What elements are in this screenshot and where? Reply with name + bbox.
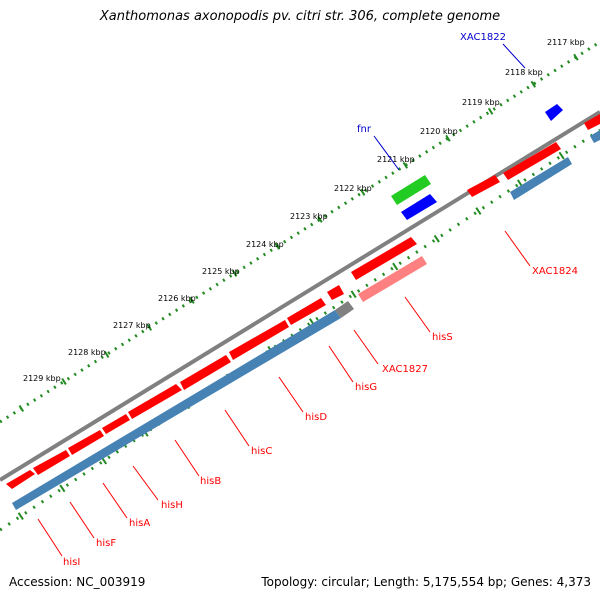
- gene-reverse-1: [12, 310, 341, 510]
- gene-forward-7: [229, 320, 289, 360]
- outer-major-tick-11: [487, 107, 494, 115]
- outer-major-tick-6: [274, 242, 281, 250]
- label-xac1822: XAC1822: [460, 32, 506, 43]
- gene-reverse-4: [590, 130, 600, 143]
- outer-major-tick-2: [103, 350, 110, 358]
- label-hisg: hisG: [355, 382, 377, 393]
- outer-major-tick-9: [402, 161, 409, 169]
- gene-reverse-2: [335, 301, 354, 318]
- inner-major-tick-13: [558, 151, 565, 160]
- tick-label-2127: 2127 kbp: [113, 321, 151, 330]
- leader-hisd: [278, 376, 304, 413]
- tick-label-2122: 2122 kbp: [334, 184, 372, 193]
- tick-label-2119: 2119 kbp: [462, 98, 500, 107]
- inner-major-tick-1: [59, 484, 66, 493]
- gene-forward-5: [128, 384, 182, 419]
- label-hisc: hisC: [251, 446, 272, 457]
- tick-label-2126: 2126 kbp: [158, 294, 196, 303]
- gene-fnr-partner: [401, 194, 437, 220]
- tick-label-2128: 2128 kbp: [68, 348, 106, 357]
- gene-forward-4: [102, 414, 130, 434]
- gene-fnr: [391, 175, 431, 205]
- outer-major-tick-1: [61, 377, 67, 385]
- leader-xac1824: [504, 230, 531, 267]
- leader-lines: [37, 43, 531, 557]
- tick-label-2125: 2125 kbp: [202, 267, 240, 276]
- leader-xac1827: [353, 329, 379, 365]
- inner-major-tick-11: [475, 207, 482, 215]
- gene-pink: [358, 256, 427, 302]
- leader-hisa: [102, 482, 128, 519]
- inner-tick-ring: [0, 128, 600, 532]
- label-hiss: hisS: [432, 332, 453, 343]
- gene-forward-12: [503, 142, 561, 180]
- outer-major-tick-0: [18, 404, 25, 412]
- gene-labels: XAC1822 fnr XAC1824 hisS XAC1827 hisG hi…: [63, 32, 578, 568]
- gene-forward-13: [584, 114, 600, 130]
- genome-backbone: [0, 110, 600, 482]
- tick-label-2123: 2123 kbp: [290, 212, 328, 221]
- reverse-genes: [12, 130, 600, 510]
- outer-tick-ring: [0, 40, 600, 424]
- inner-major-tick-0: [17, 512, 24, 521]
- gene-forward-2: [33, 450, 70, 475]
- gene-forward-3: [68, 430, 104, 455]
- outer-major-tick-3: [146, 323, 153, 331]
- label-fnr: fnr: [357, 124, 372, 135]
- outer-major-tick-13: [573, 53, 579, 61]
- gene-forward-8: [287, 298, 326, 325]
- gene-forward-9: [327, 285, 344, 300]
- inner-major-tick-8: [350, 290, 357, 299]
- forward-genes: [6, 114, 600, 489]
- leader-hisi: [37, 518, 63, 557]
- gene-forward-11: [467, 175, 500, 197]
- leader-hiss: [404, 296, 431, 333]
- tick-label-2129: 2129 kbp: [23, 374, 61, 383]
- label-hisi: hisI: [63, 557, 80, 568]
- gene-xac1822: [545, 104, 563, 121]
- outer-major-tick-10: [445, 134, 451, 142]
- outer-major-tick-12: [530, 80, 537, 88]
- outer-major-tick-8: [359, 188, 366, 196]
- tick-label-2124: 2124 kbp: [246, 240, 284, 249]
- leader-hish: [132, 465, 159, 501]
- genome-title: Xanthomonas axonopodis pv. citri str. 30…: [99, 9, 501, 24]
- outer-major-tick-7: [317, 215, 323, 223]
- tick-label-2118: 2118 kbp: [505, 68, 543, 77]
- outer-major-tick-5: [231, 269, 238, 277]
- leader-hisc: [224, 409, 250, 447]
- label-hisf: hisF: [96, 538, 116, 549]
- leader-fnr: [373, 135, 400, 171]
- label-hisa: hisA: [129, 518, 150, 529]
- genome-summary-text: Topology: circular; Length: 5,175,554 bp…: [261, 575, 591, 589]
- accession-text: Accession: NC_003919: [9, 575, 146, 589]
- label-hisb: hisB: [200, 476, 221, 487]
- label-hisd: hisD: [305, 412, 327, 423]
- tick-label-2120: 2120 kbp: [420, 127, 458, 136]
- outer-major-tick-4: [189, 296, 195, 304]
- inner-major-tick-10: [433, 234, 440, 243]
- gene-reverse-3: [510, 157, 572, 200]
- gene-forward-1: [6, 470, 35, 489]
- gene-forward-10: [351, 237, 417, 280]
- leader-hisg: [328, 345, 354, 383]
- label-xac1824: XAC1824: [532, 266, 578, 277]
- tick-labels: 2117 kbp 2118 kbp 2119 kbp 2120 kbp 2121…: [23, 38, 585, 383]
- gene-forward-6: [180, 355, 231, 390]
- label-xac1827: XAC1827: [382, 364, 428, 375]
- tick-label-2117: 2117 kbp: [547, 38, 585, 47]
- label-hish: hisH: [161, 500, 183, 511]
- leader-xac1822: [502, 43, 526, 69]
- leader-hisf: [69, 501, 95, 539]
- tick-label-2121: 2121 kbp: [377, 155, 415, 164]
- outer-major-ticks: [18, 53, 579, 412]
- leader-hisb: [174, 439, 200, 477]
- inner-major-tick-9: [392, 262, 399, 271]
